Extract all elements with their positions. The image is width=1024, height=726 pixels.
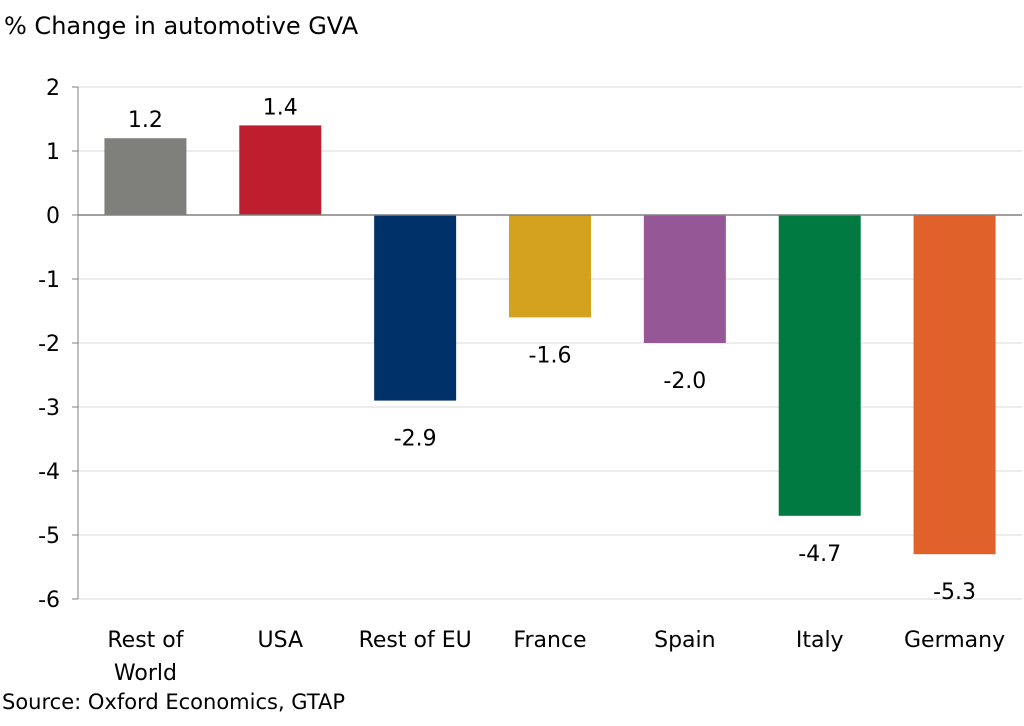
- x-tick-label: Rest of EU: [359, 628, 472, 653]
- x-tick-label: World: [114, 661, 177, 686]
- x-tick-label: Rest of: [107, 628, 184, 653]
- data-label: -5.3: [933, 580, 976, 605]
- chart-title: % Change in automotive GVA: [4, 12, 359, 40]
- bar-rest-of-eu: [374, 215, 457, 401]
- bar-usa: [239, 125, 322, 215]
- x-tick-label: Italy: [796, 628, 844, 653]
- axes: [72, 86, 1022, 600]
- y-tick-label: 1: [46, 140, 60, 165]
- y-tick-label: -3: [38, 396, 60, 421]
- y-tick-label: -4: [38, 460, 60, 485]
- bar-france: [509, 215, 591, 318]
- x-tick-label: France: [513, 628, 586, 653]
- bar-rest-of-world: [104, 138, 187, 215]
- data-label: -2.9: [394, 427, 437, 452]
- y-tick-label: -2: [38, 332, 60, 357]
- bars: [104, 125, 996, 555]
- x-tick-label: Spain: [654, 628, 715, 653]
- bar-germany: [913, 215, 996, 555]
- x-tick-label: Germany: [904, 628, 1005, 653]
- chart-source-note: Source: Oxford Economics, GTAP: [2, 690, 346, 714]
- data-label: -2.0: [663, 369, 706, 394]
- y-tick-label: 2: [46, 76, 60, 101]
- data-label: 1.2: [128, 108, 163, 133]
- y-tick-label: 0: [46, 204, 60, 229]
- x-tick-label: USA: [258, 628, 304, 653]
- data-label: -4.7: [798, 542, 841, 567]
- y-tick-label: -6: [38, 588, 60, 613]
- data-label: -1.6: [529, 343, 572, 368]
- bar-spain: [643, 215, 726, 343]
- data-label: 1.4: [263, 95, 298, 120]
- labels: 2 1 0 -1 -2 -3 -4 -5 -6 1.2 Rest of World 1.4 USA -2.9…: [38, 76, 1005, 686]
- y-tick-label: -5: [38, 524, 60, 549]
- bar-italy: [778, 215, 861, 516]
- y-tick-label: -1: [38, 268, 60, 293]
